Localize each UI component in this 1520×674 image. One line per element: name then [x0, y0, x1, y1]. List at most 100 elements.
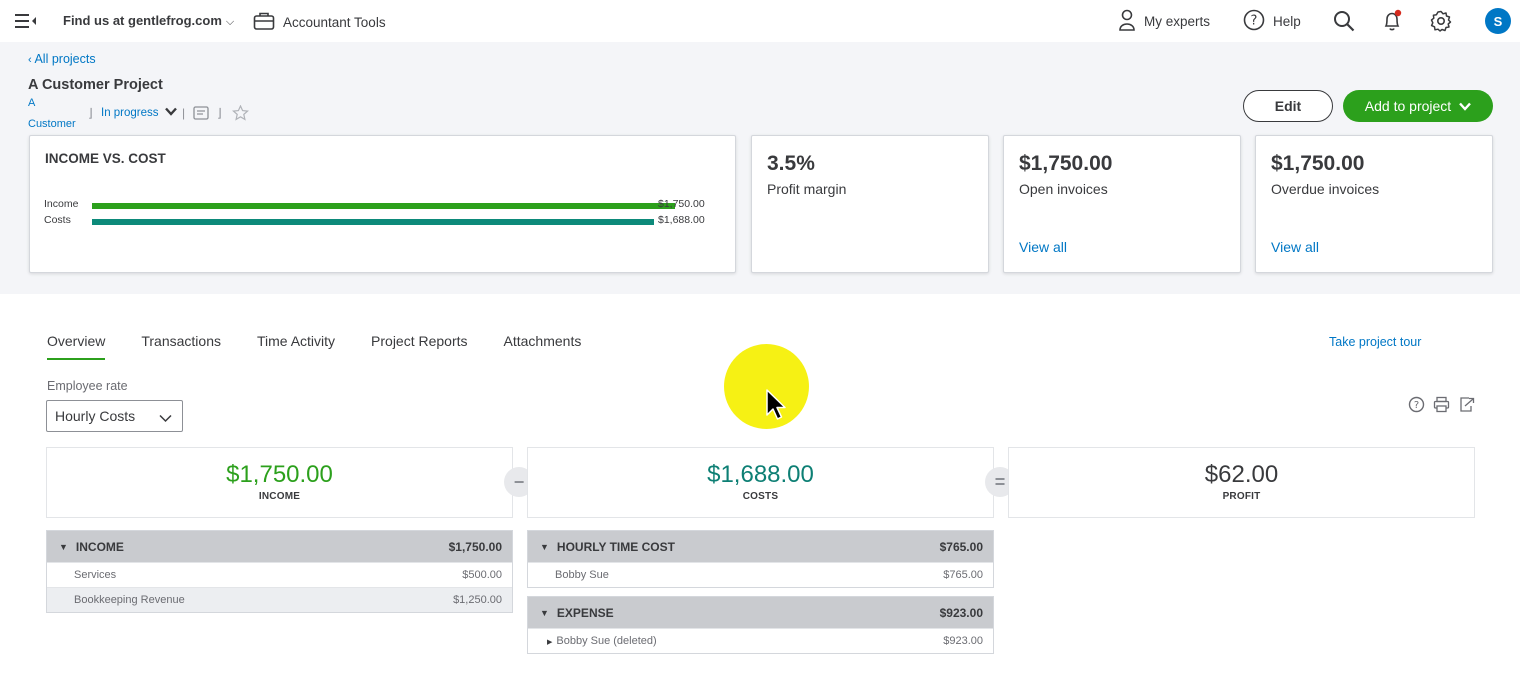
income-table: ▼ INCOME $1,750.00 Services $500.00 Bookk… — [46, 530, 513, 613]
tab-project-reports[interactable]: Project Reports — [371, 333, 468, 349]
help-icon: ? — [1243, 9, 1265, 34]
customer-link[interactable]: A — [28, 97, 36, 109]
hourly-time-cost-label: HOURLY TIME COST — [556, 539, 675, 554]
tab-attachments[interactable]: Attachments — [503, 333, 582, 349]
expense-group-header[interactable]: ▼ EXPENSE $923.00 — [528, 597, 993, 628]
open-invoices-card: $1,750.00 Open invoices View all — [1003, 135, 1241, 273]
profit-margin-value: 3.5% — [767, 152, 815, 175]
income-summary-label: INCOME — [258, 491, 301, 502]
edit-project-button[interactable]: Edit — [1243, 90, 1333, 122]
export-icon[interactable] — [1458, 396, 1475, 413]
svg-text:?: ? — [1414, 400, 1419, 411]
chevron-left-icon: ‹ — [28, 54, 32, 66]
costs-bar — [92, 219, 654, 225]
table-row[interactable]: ▶ Bobby Sue (deleted) $923.00 — [528, 628, 993, 653]
project-title: A Customer Project — [28, 77, 163, 93]
accountant-tools-label: Accountant Tools — [283, 15, 386, 30]
tab-time-activity[interactable]: Time Activity — [256, 333, 336, 349]
accountant-tools-button[interactable]: Accountant Tools — [253, 11, 386, 34]
profit-margin-label: Profit margin — [767, 181, 847, 197]
person-icon — [1118, 9, 1136, 34]
row-name: Bookkeeping Revenue — [74, 594, 185, 606]
search-icon[interactable] — [1333, 10, 1355, 37]
notes-icon[interactable] — [193, 106, 209, 126]
income-group-header[interactable]: ▼ INCOME $1,750.00 — [47, 531, 512, 562]
hourly-time-cost-group-header[interactable]: ▼ HOURLY TIME COST $765.00 — [528, 531, 993, 562]
overdue-invoices-view-all-link[interactable]: View all — [1271, 239, 1319, 255]
employee-rate-label: Employee rate — [47, 379, 128, 393]
briefcase-icon — [253, 11, 275, 34]
separator: ⌋ — [88, 106, 93, 120]
income-summary-value: $1,750.00 — [226, 461, 333, 488]
all-projects-link[interactable]: ‹ All projects — [28, 52, 96, 66]
print-icon[interactable] — [1433, 396, 1450, 413]
caret-down-icon: ▼ — [540, 541, 549, 552]
project-status-label: In progress — [101, 107, 159, 119]
expense-group-label: EXPENSE — [556, 605, 614, 620]
caret-down-icon: ▼ — [540, 607, 549, 618]
income-bar-label: Income — [44, 198, 79, 210]
open-invoices-value: $1,750.00 — [1019, 152, 1113, 175]
costs-bar-value: $1,688.00 — [658, 214, 705, 226]
income-group-label: INCOME — [75, 539, 124, 554]
income-vs-cost-card: INCOME VS. COST Income $1,750.00 Costs $… — [29, 135, 736, 273]
open-invoices-view-all-link[interactable]: View all — [1019, 239, 1067, 255]
caret-down-icon: ▼ — [59, 541, 68, 552]
tab-transactions[interactable]: Transactions — [141, 333, 221, 349]
row-amount: $1,250.00 — [453, 594, 502, 606]
caret-right-icon[interactable]: ▶ — [547, 639, 553, 646]
employee-rate-select[interactable]: Hourly Costs — [46, 400, 183, 432]
all-projects-label: All projects — [34, 52, 96, 66]
row-amount: $923.00 — [943, 635, 983, 647]
profit-summary: $62.00 PROFIT — [1008, 447, 1475, 518]
help-circle-icon[interactable]: ? — [1408, 396, 1425, 413]
expense-group-total: $923.00 — [939, 605, 983, 620]
project-status-dropdown[interactable]: In progress — [101, 107, 177, 119]
income-bar — [92, 203, 675, 209]
take-project-tour-link[interactable]: Take project tour — [1329, 335, 1422, 349]
costs-summary-label: COSTS — [742, 491, 779, 502]
add-to-project-button[interactable]: Add to project — [1343, 90, 1493, 122]
help-label: Help — [1273, 14, 1301, 29]
notifications-bell-icon[interactable] — [1382, 9, 1404, 38]
overdue-invoices-value: $1,750.00 — [1271, 152, 1365, 175]
profit-summary-label: PROFIT — [1222, 491, 1261, 502]
my-experts-label: My experts — [1144, 14, 1211, 29]
gear-icon[interactable] — [1430, 10, 1452, 37]
income-vs-cost-title: INCOME VS. COST — [45, 151, 166, 166]
mouse-pointer-icon — [765, 388, 789, 429]
hamburger-menu-icon[interactable] — [15, 12, 37, 30]
row-name: Services — [74, 569, 117, 581]
profit-margin-card: 3.5% Profit margin — [751, 135, 989, 273]
chevron-down-icon — [164, 107, 177, 119]
row-name: Bobby Sue (deleted) — [556, 635, 657, 647]
expense-table: ▼ EXPENSE $923.00 ▶ Bobby Sue (deleted) $9… — [527, 596, 994, 654]
profit-summary-value: $62.00 — [1204, 461, 1279, 488]
hourly-time-cost-table: ▼ HOURLY TIME COST $765.00 Bobby Sue $765… — [527, 530, 994, 588]
costs-bar-label: Costs — [44, 214, 71, 226]
row-amount: $500.00 — [462, 569, 502, 581]
table-row[interactable]: Services $500.00 — [47, 562, 512, 587]
employee-rate-value: Hourly Costs — [55, 408, 136, 424]
chevron-down-icon — [1459, 98, 1472, 114]
open-invoices-label: Open invoices — [1019, 181, 1108, 197]
costs-summary: $1,688.00 COSTS — [527, 447, 994, 518]
customer-link-continued[interactable]: Customer — [28, 118, 76, 130]
tab-overview[interactable]: Overview — [47, 333, 106, 360]
user-avatar[interactable]: S — [1485, 8, 1511, 34]
income-bar-value: $1,750.00 — [658, 198, 705, 210]
table-row[interactable]: Bobby Sue $765.00 — [528, 562, 993, 587]
overdue-invoices-card: $1,750.00 Overdue invoices View all — [1255, 135, 1493, 273]
chevron-down-icon: ⌵ — [225, 16, 235, 28]
chevron-down-icon — [159, 410, 172, 426]
add-to-project-label: Add to project — [1364, 98, 1452, 114]
report-toolbar: ? — [1408, 396, 1475, 413]
project-tabs: Overview Transactions Time Activity Proj… — [47, 333, 617, 360]
star-icon[interactable] — [231, 104, 250, 126]
row-name: Bobby Sue — [555, 569, 609, 581]
help-button[interactable]: ? Help — [1243, 9, 1301, 34]
svg-text:?: ? — [1251, 14, 1258, 29]
my-experts-button[interactable]: My experts — [1118, 9, 1210, 34]
company-switcher[interactable]: Find us at gentlefrog.com ⌵ — [63, 13, 234, 29]
table-row[interactable]: Bookkeeping Revenue $1,250.00 — [47, 587, 512, 612]
